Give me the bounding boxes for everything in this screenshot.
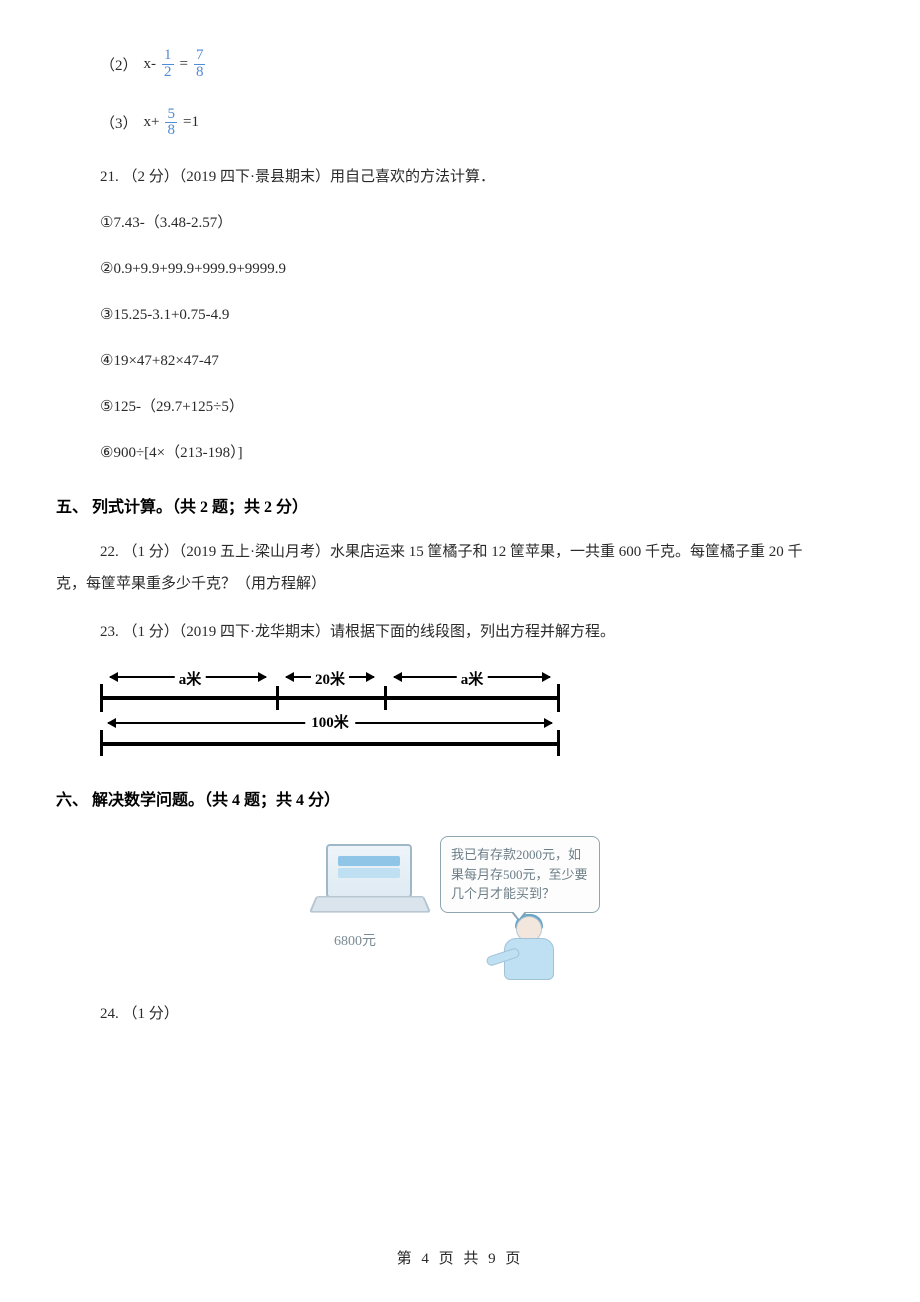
q21-item-6: ⑥900÷[4×（213-198）] [56, 441, 864, 465]
tick [384, 686, 387, 710]
q24-label: 24. （1 分） [100, 1002, 179, 1026]
segment-bar-bottom [100, 742, 560, 746]
speech-bubble: 我已有存款2000元，如果每月存500元，至少要几个月才能买到？ [440, 836, 600, 913]
eq2-lhs: x- [144, 56, 157, 73]
laptop-icon [316, 844, 424, 920]
q21-item-2: ②0.9+9.9+99.9+999.9+9999.9 [56, 257, 864, 281]
segment-label-a-left: a米 [175, 668, 206, 689]
illustration-wrap: 6800元 我已有存款2000元，如果每月存500元，至少要几个月才能买到？ [56, 830, 864, 1000]
fraction-7-8: 7 8 [194, 48, 206, 81]
page: （2） x- 1 2 = 7 8 （3） x+ 5 8 =1 21. （2 分）… [0, 0, 920, 1302]
eq2-label: （2） [100, 54, 138, 75]
eq3-lhs: x+ [144, 114, 160, 131]
segment-diagram-wrap: a米 20米 a米 100米 [56, 666, 864, 756]
section-6-heading: 六、 解决数学问题。（共 4 题；共 4 分） [56, 786, 864, 810]
eq3-label: （3） [100, 112, 138, 133]
q21-item-4: ④19×47+82×47-47 [56, 349, 864, 373]
segment-label-mid: 20米 [311, 668, 349, 689]
frac-num: 7 [194, 48, 206, 64]
q22-line2: 克，每筐苹果重多少千克？（用方程解） [56, 569, 864, 601]
illustration: 6800元 我已有存款2000元，如果每月存500元，至少要几个月才能买到？ [310, 830, 610, 1000]
frac-num: 1 [162, 48, 174, 64]
eq3-eq: =1 [183, 114, 199, 131]
q22-line1: 22. （1 分）（2019 五上·梁山月考）水果店运来 15 筐橘子和 12 … [100, 544, 803, 560]
person-icon [482, 916, 562, 994]
page-footer: 第 4 页 共 9 页 [0, 1247, 920, 1268]
frac-den: 8 [165, 122, 177, 139]
equation-3: （3） x+ 5 8 =1 [56, 107, 864, 140]
section-5-heading: 五、 列式计算。（共 2 题；共 2 分） [56, 493, 864, 517]
equation-2: （2） x- 1 2 = 7 8 [56, 48, 864, 81]
q21-head: 21. （2 分）（2019 四下·景县期末）用自己喜欢的方法计算． [56, 165, 864, 189]
frac-num: 5 [165, 107, 177, 123]
q22: 22. （1 分）（2019 五上·梁山月考）水果店运来 15 筐橘子和 12 … [56, 537, 864, 600]
laptop-screen [326, 844, 412, 898]
tick [276, 686, 279, 710]
q24-row: 24. （1 分） [56, 1002, 864, 1026]
fraction-5-8: 5 8 [165, 107, 177, 140]
laptop-base [309, 896, 431, 913]
q21-item-1: ①7.43-（3.48-2.57） [56, 211, 864, 235]
q21-item-3: ③15.25-3.1+0.75-4.9 [56, 303, 864, 327]
tick-bottom [100, 730, 103, 756]
segment-label-total: 100米 [305, 711, 355, 732]
q23: 23. （1 分）（2019 四下·龙华期末）请根据下面的线段图，列出方程并解方… [56, 620, 864, 644]
q21-item-5: ⑤125-（29.7+125÷5） [56, 395, 864, 419]
tick-bottom [557, 730, 560, 756]
eq2-eq: = [180, 56, 188, 73]
tick [557, 684, 560, 712]
segment-bar-top [100, 696, 560, 700]
frac-den: 8 [194, 64, 206, 81]
tick [100, 684, 103, 712]
segment-label-a-right: a米 [457, 668, 488, 689]
price-label: 6800元 [334, 930, 376, 950]
segment-diagram: a米 20米 a米 100米 [100, 666, 560, 756]
fraction-1-2: 1 2 [162, 48, 174, 81]
frac-den: 2 [162, 64, 174, 81]
